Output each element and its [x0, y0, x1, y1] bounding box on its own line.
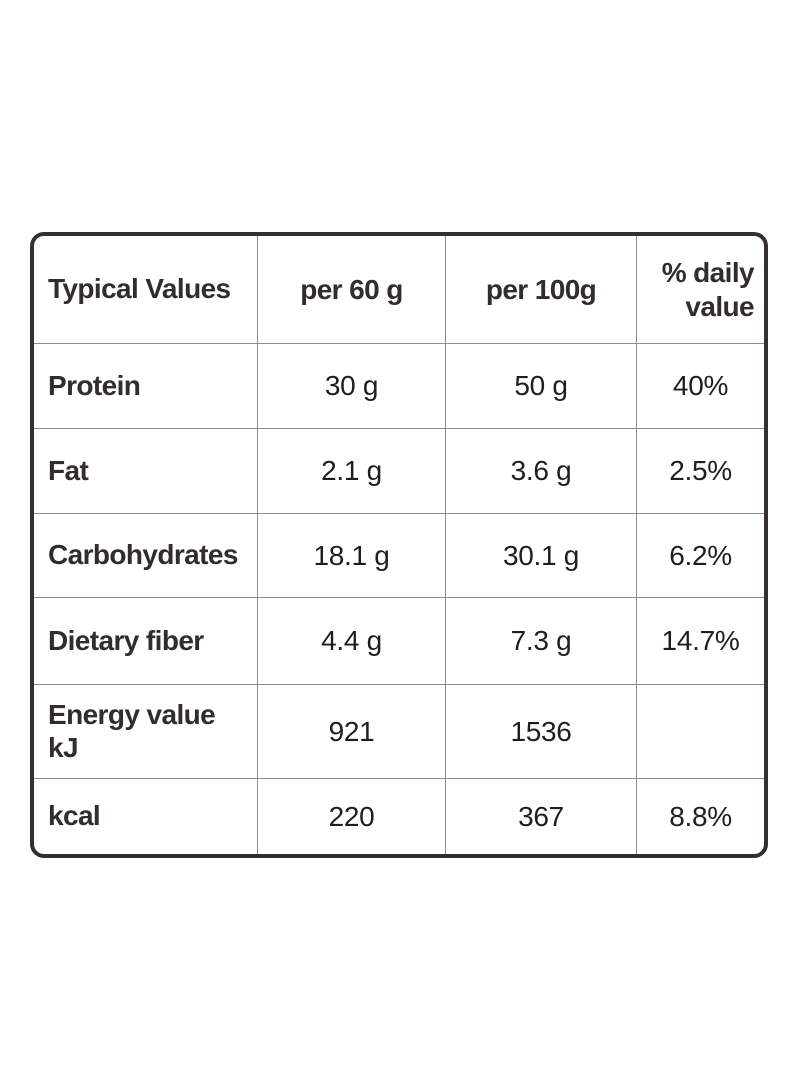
energy-kj-daily-value	[637, 685, 764, 779]
row-label-protein: Protein	[34, 344, 258, 429]
row-label-dietary-fiber: Dietary fiber	[34, 598, 258, 685]
header-per-60g: per 60 g	[258, 236, 446, 344]
row-label-fat: Fat	[34, 429, 258, 514]
energy-kj-per-60g-value: 921	[258, 685, 446, 779]
energy-kj-per-100g-value: 1536	[446, 685, 637, 779]
dietary-fiber-daily-value: 14.7%	[637, 598, 764, 685]
dietary-fiber-per-100g-value: 7.3 g	[446, 598, 637, 685]
carbohydrates-per-60g-value: 18.1 g	[258, 514, 446, 598]
fat-per-60g-value: 2.1 g	[258, 429, 446, 514]
nutrition-table: Typical Values per 60 g per 100g % daily…	[30, 232, 768, 858]
row-label-carbohydrates: Carbohydrates	[34, 514, 258, 598]
row-label-kcal: kcal	[34, 779, 258, 854]
kcal-per-100g-value: 367	[446, 779, 637, 854]
protein-per-60g-value: 30 g	[258, 344, 446, 429]
fat-per-100g-value: 3.6 g	[446, 429, 637, 514]
kcal-daily-value: 8.8%	[669, 800, 732, 832]
header-typical-values: Typical Values	[34, 236, 258, 344]
carbohydrates-daily-value: 6.2%	[637, 514, 764, 598]
header-daily-value: % daily value	[637, 236, 764, 344]
header-per-100g: per 100g	[446, 236, 637, 344]
row-label-energy-kj: Energy value kJ	[34, 685, 258, 779]
protein-per-100g-value: 50 g	[446, 344, 637, 429]
fat-daily-value: 2.5%	[637, 429, 764, 514]
carbohydrates-per-100g-value: 30.1 g	[446, 514, 637, 598]
protein-daily-value: 40%	[637, 344, 764, 429]
dietary-fiber-per-60g-value: 4.4 g	[258, 598, 446, 685]
kcal-per-60g-value: 220	[258, 779, 446, 854]
